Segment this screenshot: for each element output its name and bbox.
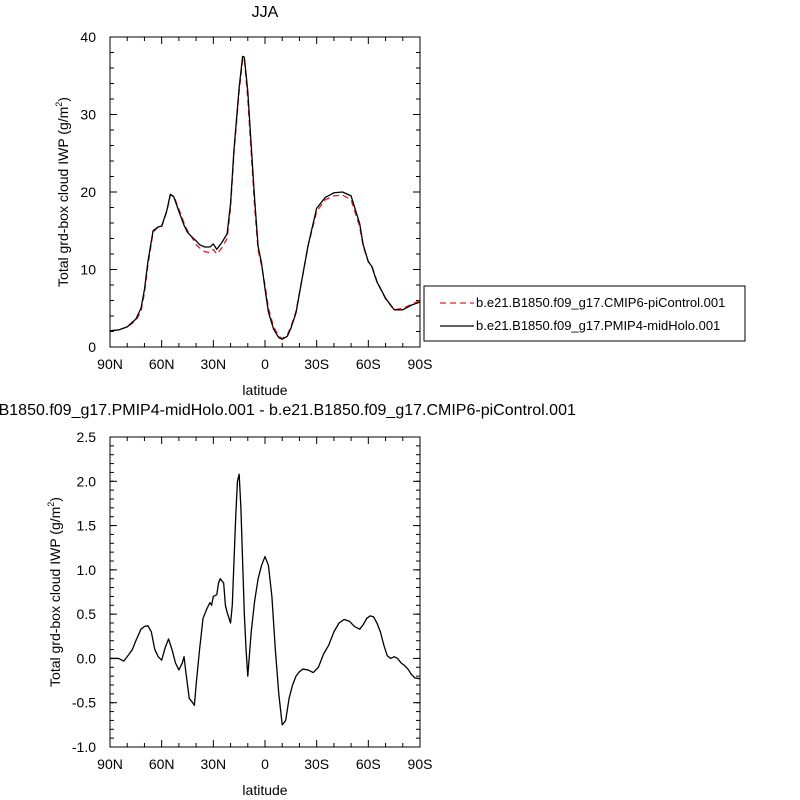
y-tick-label: 0.5	[77, 606, 97, 622]
x-tick-label: 30S	[304, 756, 329, 772]
series-line-1	[109, 55, 421, 340]
y-tick-label: 2.0	[77, 473, 97, 489]
y-tick-label: 0	[88, 339, 96, 355]
x-tick-label: 90N	[97, 356, 123, 372]
x-tick-label: 60N	[149, 756, 175, 772]
y-tick-label: 1.0	[77, 562, 97, 578]
y-tick-label: 0.0	[77, 650, 97, 666]
x-tick-label: 90N	[97, 756, 123, 772]
y-axis-label-superscript: 2	[54, 102, 64, 107]
y-tick-label: 1.5	[77, 518, 97, 534]
y-axis-label-close: )	[55, 97, 71, 102]
y-axis-label-difference: Total grd-box cloud IWP (g/m2)	[46, 497, 63, 687]
x-tick-label: 60N	[149, 356, 175, 372]
chart-title-difference: b.e21.B1850.f09_g17.PMIP4-midHolo.001 - …	[0, 402, 576, 419]
bottom-difference-chart: b.e21.B1850.f09_g17.PMIP4-midHolo.001 - …	[0, 402, 576, 798]
y-axis-label-close: )	[47, 497, 63, 502]
x-tick-label: 90S	[408, 756, 433, 772]
chart-title: JJA	[252, 4, 279, 21]
legend: b.e21.B1850.f09_g17.CMIP6-piControl.001 …	[423, 285, 746, 342]
y-tick-label: -1.0	[72, 739, 96, 755]
y-axis-label-main: Total grd-box cloud IWP (g/m	[55, 107, 71, 287]
top-line-chart: JJA 90N 60N 30N 0 30S 60S 90S 0 10 20 30 40 latitud…	[54, 4, 432, 398]
x-tick-label: 60S	[356, 356, 381, 372]
y-tick-label: -0.5	[72, 695, 96, 711]
plot-frame-difference	[109, 436, 421, 748]
x-tick-label: 30N	[200, 756, 226, 772]
x-tick-label: 30N	[200, 356, 226, 372]
y-axis-label-main: Total grd-box cloud IWP (g/m	[47, 507, 63, 687]
series-line-0	[110, 473, 421, 726]
y-tick-label: 20	[80, 184, 96, 200]
y-tick-label: 2.5	[77, 429, 97, 445]
x-axis-label: latitude	[242, 382, 287, 398]
y-tick-label: 30	[80, 107, 96, 123]
series-line-0	[109, 57, 421, 340]
plot-area-difference: 90N 60N 30N 0 30S 60S 90S -1.0 -0.5 0.0 0.5 1.0 1.5 2…	[72, 429, 433, 772]
legend-entry-picontrol: b.e21.B1850.f09_g17.CMIP6-piControl.001	[476, 295, 725, 310]
x-tick-label: 60S	[356, 756, 381, 772]
legend-box	[423, 285, 746, 342]
x-tick-label: 0	[261, 756, 269, 772]
y-tick-label: 10	[80, 262, 96, 278]
plot-area: 90N 60N 30N 0 30S 60S 90S 0 10 20 30 40	[80, 29, 432, 372]
plot-frame	[109, 36, 421, 348]
x-tick-label: 0	[261, 356, 269, 372]
x-tick-label: 90S	[408, 356, 433, 372]
x-axis-label-difference: latitude	[242, 782, 287, 798]
legend-entry-midholo: b.e21.B1850.f09_g17.PMIP4-midHolo.001	[476, 318, 720, 333]
x-tick-label: 30S	[304, 356, 329, 372]
y-axis-label: Total grd-box cloud IWP (g/m2)	[54, 97, 71, 287]
y-tick-label: 40	[80, 29, 96, 45]
y-axis-label-superscript: 2	[46, 502, 56, 507]
